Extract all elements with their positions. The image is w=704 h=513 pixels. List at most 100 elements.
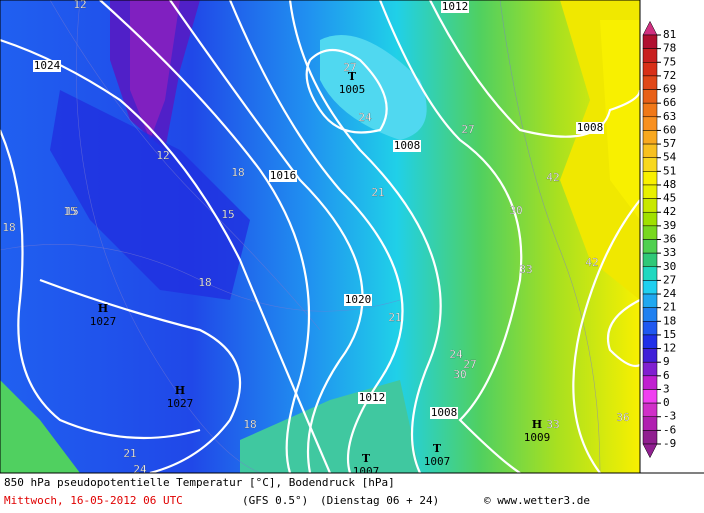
colorbar-band <box>642 348 658 363</box>
colorbar-label: 66 <box>663 96 676 109</box>
colorbar-band <box>642 280 658 295</box>
isobar-label-bg <box>441 1 469 13</box>
colorbar-band <box>642 102 658 118</box>
pressure-center-letter: H <box>532 418 542 431</box>
colorbar-band <box>642 430 658 445</box>
temperature-label: 24 <box>449 348 463 361</box>
colorbar-band <box>642 266 658 281</box>
pressure-center-value: 1009 <box>524 431 551 444</box>
colorbar-band <box>642 34 658 49</box>
isobar-label-bg <box>393 140 421 152</box>
colorbar-band <box>642 211 658 227</box>
colorbar-band <box>642 157 658 172</box>
temperature-label: 33 <box>546 418 559 431</box>
temperature-label: 21 <box>371 186 384 199</box>
isobar-label: 1024 <box>34 59 61 72</box>
colorbar-label: 39 <box>663 219 676 232</box>
colorbar-band <box>642 48 658 63</box>
colorbar-band <box>642 361 658 377</box>
isobar-label-bg <box>358 392 386 404</box>
colorbar-band <box>642 225 658 240</box>
colorbar-label: 3 <box>663 382 670 395</box>
footer-title: 850 hPa pseudopotentielle Temperatur [°C… <box>4 476 395 489</box>
colorbar-label: 57 <box>663 137 676 150</box>
footer-credit: © www.wetter3.de <box>484 494 590 507</box>
pressure-center-value: 1007 <box>353 465 380 478</box>
colorbar-band <box>642 130 658 145</box>
pressure-center-letter: T <box>433 442 442 455</box>
colorbar-label: 0 <box>663 396 670 409</box>
pressure-center-value: 1005 <box>339 83 366 96</box>
colorbar-label: 12 <box>663 342 676 355</box>
temperature-label: 15 <box>221 208 234 221</box>
temperature-label: 42 <box>585 256 598 269</box>
colorbar-label: 60 <box>663 123 676 136</box>
isobar-label-bg <box>344 294 372 306</box>
pressure-center-letter: H <box>98 302 108 315</box>
colorbar-label: 51 <box>663 164 676 177</box>
colorbar-band <box>642 402 658 417</box>
temperature-label: 24 <box>358 111 372 124</box>
isobar-label: 1008 <box>431 406 458 419</box>
isobar-label: 1008 <box>577 121 604 134</box>
colorbar-band <box>642 75 658 90</box>
colorbar-label: -9 <box>663 437 676 450</box>
isobar-label: 1012 <box>442 0 469 13</box>
colorbar-label: 78 <box>663 42 676 55</box>
colorbar-label: 27 <box>663 273 676 286</box>
pressure-center-letter: T <box>362 452 371 465</box>
temperature-label: 24 <box>133 463 147 476</box>
isobar-label: 1012 <box>359 391 386 404</box>
temperature-label: 12 <box>156 149 169 162</box>
temperature-label: 18 <box>198 276 211 289</box>
isobar-label-bg <box>33 60 61 72</box>
pressure-center-value: 1007 <box>424 455 451 468</box>
colorbar-band <box>642 252 658 268</box>
colorbar-label: 36 <box>663 233 676 246</box>
temperature-label: 15 <box>65 205 78 218</box>
temperature-label: 12 <box>73 0 86 11</box>
colorbar-band <box>642 334 658 349</box>
colorbar-band <box>642 389 658 404</box>
pressure-center-letter: T <box>348 70 357 83</box>
temperature-label: 18 <box>2 221 15 234</box>
colorbar-band <box>642 375 658 390</box>
pressure-center-value: 1027 <box>167 397 194 410</box>
colorbar-label: 18 <box>663 314 676 327</box>
colorbar-band <box>642 198 658 213</box>
temperature-label: 30 <box>453 368 466 381</box>
temperature-label: 21 <box>388 311 401 324</box>
temperature-label: 27 <box>463 358 476 371</box>
isobar-label: 1016 <box>270 169 297 182</box>
temperature-label: 18 <box>231 166 244 179</box>
colorbar-label: 6 <box>663 369 670 382</box>
colorbar-band <box>642 143 658 158</box>
colorbar-label: 21 <box>663 301 676 314</box>
map: 10241016102010121008100810081012H1027H10… <box>0 0 640 478</box>
colorbar-label: 75 <box>663 55 676 68</box>
temperature-label: 30 <box>509 204 522 217</box>
colorbar-label: 45 <box>663 192 676 205</box>
isobar-label-bg <box>430 407 458 419</box>
colorbar-band <box>642 184 658 199</box>
colorbar-band <box>642 321 658 336</box>
temperature-label: 42 <box>546 171 559 184</box>
colorbar-label: 24 <box>663 287 677 300</box>
pressure-center-letter: H <box>175 384 185 397</box>
temperature-label: 27 <box>343 61 356 74</box>
colorbar-label: 30 <box>663 260 676 273</box>
isobar-label-bg <box>576 122 604 134</box>
footer-date: Mittwoch, 16-05-2012 06 UTC <box>4 494 183 507</box>
colorbar-label: 15 <box>663 328 676 341</box>
footer-model: (GFS 0.5°) <box>242 494 308 507</box>
colorbar-band <box>642 307 658 322</box>
colorbar-label: 42 <box>663 205 676 218</box>
colorbar-label: -6 <box>663 423 676 436</box>
colorbar-label: 69 <box>663 83 676 96</box>
footer-run: (Dienstag 06 + 24) <box>320 494 439 507</box>
colorbar-band <box>642 416 658 431</box>
pressure-center-value: 1027 <box>90 315 117 328</box>
colorbar-label: 54 <box>663 151 677 164</box>
isobar-label-bg <box>269 170 297 182</box>
